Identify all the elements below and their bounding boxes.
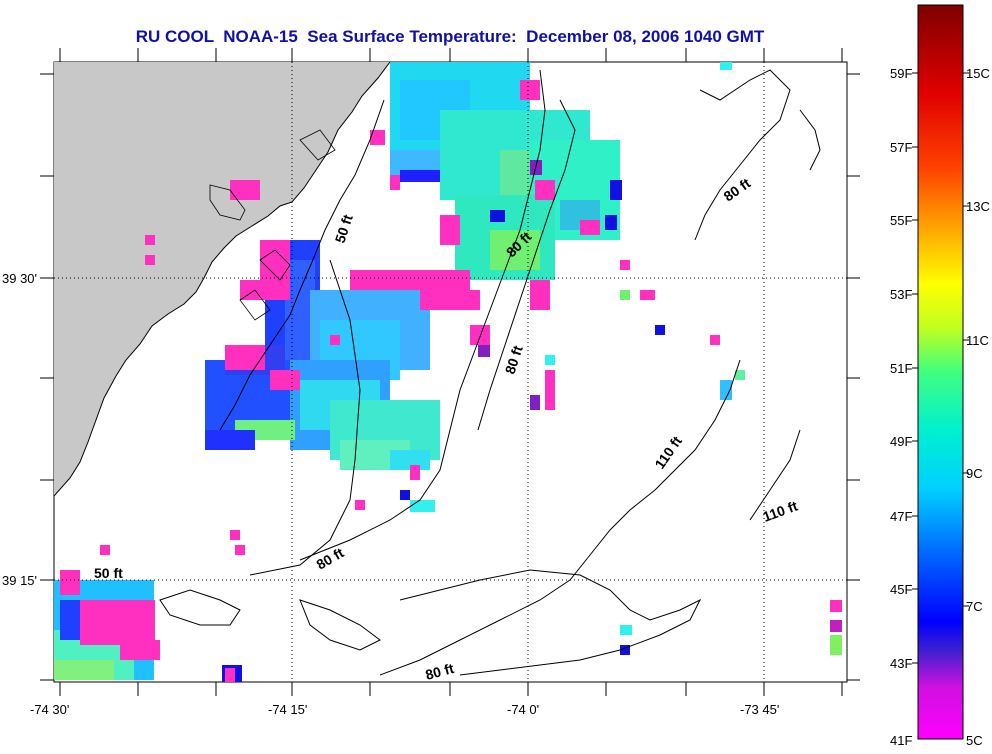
colorbar-c-label: 11C: [966, 333, 989, 348]
colorbar-c-label: 15C: [966, 66, 990, 81]
y-tick-label: 39 15': [2, 573, 37, 588]
colorbar-f-label: 43F: [890, 656, 912, 671]
map-title: RU COOL NOAA-15 Sea Surface Temperature:…: [135, 27, 765, 46]
depth-contours: [159, 69, 821, 676]
x-tick-label: -73 45': [740, 702, 779, 717]
y-tick-label: 39 30': [2, 271, 37, 286]
colorbar-c-label: 5C: [966, 733, 983, 748]
land-new-jersey: [54, 62, 390, 496]
colorbar-f-label: 45F: [890, 582, 912, 597]
x-tick-label: -74 15': [268, 702, 307, 717]
depth-label: 50 ft: [94, 565, 123, 581]
colorbar-f-label: 53F: [890, 287, 912, 302]
colorbar-c-label: 7C: [966, 599, 983, 614]
colorbar-f-label: 49F: [890, 434, 912, 449]
x-tick-label: -74 0': [507, 702, 539, 717]
colorbar-f-label: 47F: [890, 509, 912, 524]
sst-pixels: [54, 62, 842, 682]
colorbar-c-label: 9C: [966, 466, 983, 481]
frame-ticks: [40, 48, 860, 696]
depth-label: 80 ft: [424, 660, 456, 683]
colorbar-f-label: 55F: [890, 213, 912, 228]
colorbar: [917, 4, 964, 740]
grid-lines: [54, 62, 847, 682]
x-tick-label: -74 30': [30, 702, 69, 717]
colorbar-f-label: 57F: [890, 140, 912, 155]
colorbar-f-label: 59F: [890, 66, 912, 81]
colorbar-f-label: 51F: [890, 361, 912, 376]
colorbar-f-label: 41F: [890, 733, 912, 748]
colorbar-c-label: 13C: [966, 199, 990, 214]
colorbar-ticks: [912, 72, 969, 664]
